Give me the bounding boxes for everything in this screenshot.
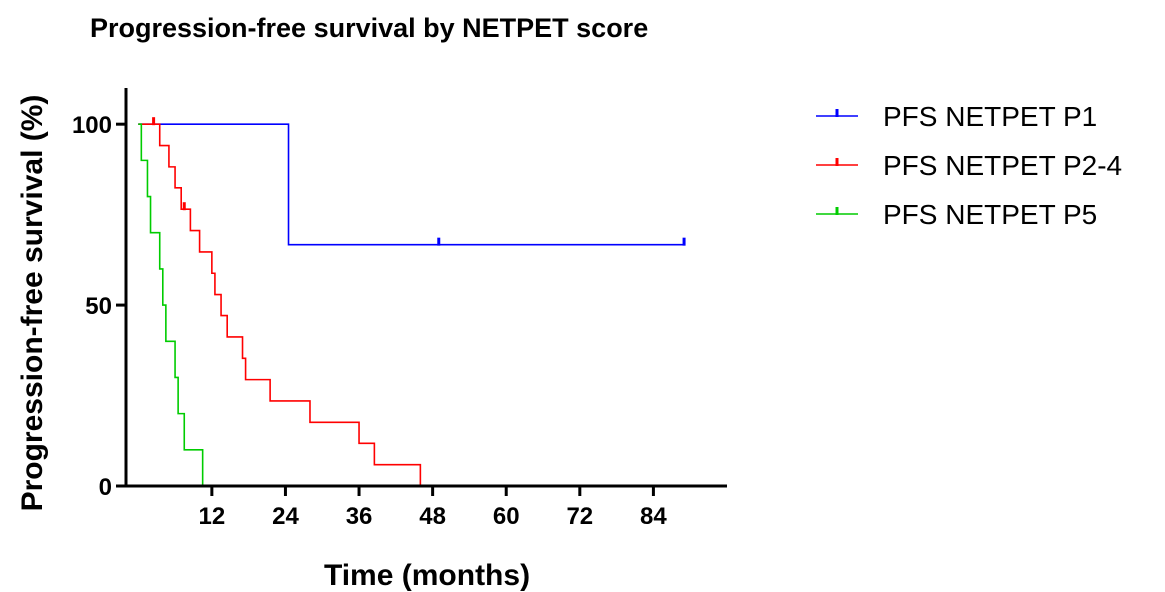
x-tick-label: 72 bbox=[566, 503, 593, 530]
x-ticks: 12 24 36 48 60 72 84 bbox=[199, 486, 667, 530]
y-tick-label: 0 bbox=[99, 474, 112, 501]
y-tick-label: 50 bbox=[85, 293, 112, 320]
x-tick-label: 60 bbox=[493, 503, 520, 530]
x-tick-label: 36 bbox=[346, 503, 373, 530]
series-line-1 bbox=[138, 123, 685, 246]
y-axis-label: Progression-free survival (%) bbox=[16, 95, 49, 512]
chart-title: Progression-free survival by NETPET scor… bbox=[90, 13, 648, 43]
legend-label: PFS NETPET P2-4 bbox=[883, 150, 1122, 181]
x-tick-label: 24 bbox=[272, 503, 299, 530]
x-axis-label: Time (months) bbox=[324, 559, 530, 592]
series-line-3 bbox=[138, 123, 204, 486]
x-tick-label: 84 bbox=[640, 503, 667, 530]
legend-label: PFS NETPET P5 bbox=[883, 199, 1097, 230]
legend-label: PFS NETPET P1 bbox=[883, 101, 1097, 132]
plot-area bbox=[138, 117, 686, 486]
legend: PFS NETPET P1 PFS NETPET P2-4 PFS NETPET P… bbox=[816, 101, 1122, 230]
x-tick-label: 48 bbox=[419, 503, 446, 530]
series-line-2 bbox=[138, 123, 422, 486]
x-tick-label: 12 bbox=[199, 503, 226, 530]
y-tick-label: 100 bbox=[72, 112, 112, 139]
y-ticks: 0 50 100 bbox=[72, 112, 126, 501]
